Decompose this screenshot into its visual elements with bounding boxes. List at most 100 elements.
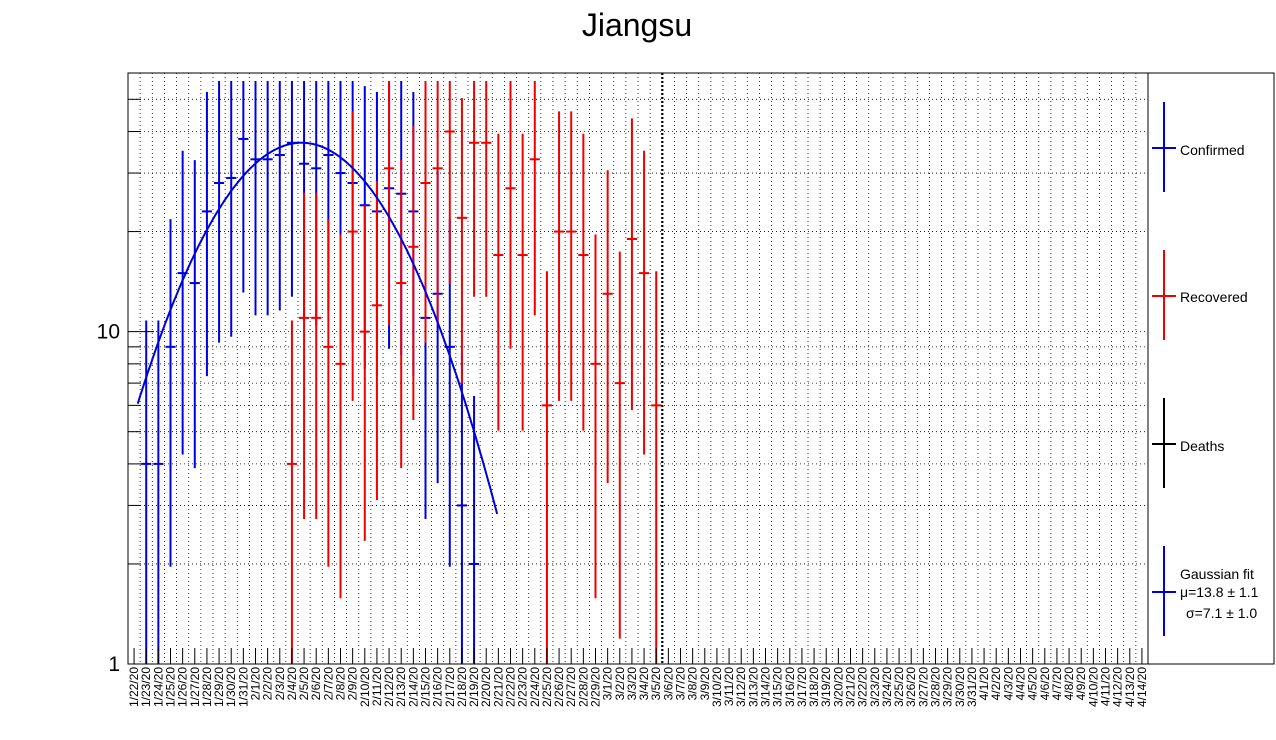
- x-tick-label: 2/17/20: [443, 667, 457, 707]
- x-tick-label: 1/29/20: [212, 667, 226, 707]
- x-tick-label: 3/19/20: [819, 667, 833, 707]
- x-tick-label: 2/18/20: [455, 667, 469, 707]
- x-tick-label: 2/11/20: [370, 667, 384, 706]
- legend: Confirmed Recovered Deaths Gaussian fit …: [1147, 72, 1275, 665]
- x-tick-label: 4/3/20: [1001, 667, 1015, 701]
- x-tick-label: 3/7/20: [674, 667, 688, 701]
- x-tick-label: 3/21/20: [844, 667, 858, 707]
- x-tick-label: 4/9/20: [1074, 667, 1088, 701]
- x-tick-label: 2/28/20: [576, 667, 590, 707]
- x-tick-label: 2/21/20: [491, 667, 505, 707]
- x-tick-label: 2/20/20: [479, 667, 493, 707]
- x-tick-label: 3/13/20: [746, 667, 760, 707]
- x-tick-label: 2/10/20: [358, 667, 372, 707]
- x-tick-label: 3/3/20: [625, 667, 639, 701]
- x-tick-label: 1/27/20: [188, 667, 202, 707]
- x-tick-label: 3/27/20: [916, 667, 930, 707]
- x-tick-label: 2/15/20: [419, 667, 433, 707]
- x-tick-label: 1/22/20: [127, 667, 141, 707]
- y-tick-label: 10: [97, 321, 120, 344]
- x-tick-label: 2/2/20: [261, 667, 275, 701]
- x-tick-label: 2/27/20: [564, 667, 578, 707]
- x-tick-label: 3/20/20: [831, 667, 845, 707]
- x-tick-label: 2/6/20: [309, 667, 323, 701]
- x-tick-label: 1/23/20: [139, 667, 153, 707]
- x-tick-label: 2/7/20: [321, 667, 335, 701]
- x-tick-label: 1/28/20: [200, 667, 214, 707]
- x-tick-label: 4/12/20: [1111, 667, 1125, 707]
- x-tick-label: 3/23/20: [868, 667, 882, 707]
- x-tick-label: 1/24/20: [151, 667, 165, 707]
- x-tick-label: 3/8/20: [686, 667, 700, 701]
- x-tick-label: 3/31/20: [965, 667, 979, 707]
- gaussian-fit-curve: [136, 141, 499, 515]
- x-tick-label: 3/10/20: [710, 667, 724, 707]
- x-tick-label: 2/14/20: [406, 667, 420, 707]
- x-tick-label: 2/4/20: [285, 667, 299, 701]
- x-tick-label: 1/25/20: [164, 667, 178, 707]
- x-tick-label: 3/17/20: [795, 667, 809, 707]
- x-axis: 1/22/201/23/201/24/201/25/201/26/201/27/…: [127, 648, 1149, 707]
- x-tick-label: 4/14/20: [1135, 667, 1149, 707]
- x-tick-label: 2/12/20: [382, 667, 396, 707]
- x-tick-label: 3/24/20: [880, 667, 894, 707]
- legend-item-recovered: Recovered: [1152, 250, 1248, 340]
- legend-label-confirmed: Confirmed: [1180, 142, 1245, 158]
- legend-label-deaths: Deaths: [1180, 438, 1224, 454]
- x-tick-label: 3/16/20: [783, 667, 797, 707]
- x-tick-label: 4/7/20: [1050, 667, 1064, 701]
- legend-item-deaths: Deaths: [1152, 398, 1224, 488]
- x-tick-label: 3/4/20: [637, 667, 651, 701]
- x-tick-label: 3/15/20: [771, 667, 785, 707]
- x-tick-label: 3/22/20: [856, 667, 870, 707]
- y-tick-label: 1: [108, 653, 120, 676]
- x-tick-label: 4/4/20: [1014, 667, 1028, 701]
- legend-label-recovered: Recovered: [1180, 289, 1248, 305]
- x-tick-label: 2/22/20: [504, 667, 518, 707]
- legend-item-confirmed: Confirmed: [1152, 102, 1245, 192]
- x-tick-label: 3/1/20: [601, 667, 615, 701]
- x-tick-label: 4/13/20: [1123, 667, 1137, 707]
- legend-label-fit-sigma: σ=7.1 ± 1.0: [1186, 605, 1257, 621]
- x-tick-label: 2/13/20: [394, 667, 408, 707]
- x-tick-label: 3/5/20: [649, 667, 663, 701]
- x-tick-label: 2/25/20: [540, 667, 554, 707]
- x-tick-label: 3/14/20: [759, 667, 773, 707]
- data-markers: [141, 81, 662, 664]
- x-tick-label: 2/26/20: [552, 667, 566, 707]
- x-tick-label: 3/25/20: [892, 667, 906, 707]
- x-tick-label: 2/24/20: [528, 667, 542, 707]
- x-tick-label: 2/8/20: [334, 667, 348, 701]
- x-tick-label: 3/28/20: [929, 667, 943, 707]
- x-tick-label: 3/9/20: [698, 667, 712, 701]
- x-tick-label: 4/2/20: [989, 667, 1003, 701]
- x-tick-label: 3/18/20: [807, 667, 821, 707]
- y-axis: 1 10: [97, 72, 154, 676]
- x-tick-label: 3/12/20: [734, 667, 748, 707]
- x-tick-label: 3/6/20: [661, 667, 675, 701]
- x-tick-label: 1/30/20: [224, 667, 238, 707]
- x-tick-label: 3/11/20: [722, 667, 736, 706]
- x-tick-label: 3/29/20: [941, 667, 955, 707]
- x-tick-label: 4/5/20: [1026, 667, 1040, 701]
- legend-label-fit-mu: μ=13.8 ± 1.1: [1180, 584, 1259, 600]
- x-tick-label: 1/31/20: [236, 667, 250, 707]
- x-tick-label: 2/9/20: [346, 667, 360, 701]
- chart-title: Jiangsu: [582, 7, 692, 43]
- x-tick-label: 2/1/20: [249, 667, 263, 701]
- x-tick-label: 4/8/20: [1062, 667, 1076, 701]
- x-tick-label: 2/16/20: [431, 667, 445, 707]
- x-tick-label: 4/11/20: [1099, 667, 1113, 706]
- x-tick-label: 3/2/20: [613, 667, 627, 701]
- x-tick-label: 1/26/20: [176, 667, 190, 707]
- x-tick-label: 2/29/20: [589, 667, 603, 707]
- legend-label-fit: Gaussian fit: [1180, 566, 1254, 582]
- x-tick-label: 2/3/20: [273, 667, 287, 701]
- x-tick-label: 4/6/20: [1038, 667, 1052, 701]
- fit-curve-path: [136, 141, 499, 515]
- legend-item-gaussian-fit: Gaussian fit μ=13.8 ± 1.1 σ=7.1 ± 1.0: [1152, 546, 1259, 636]
- x-tick-label: 2/23/20: [516, 667, 530, 707]
- x-tick-label: 2/19/20: [467, 667, 481, 707]
- x-tick-label: 4/1/20: [977, 667, 991, 701]
